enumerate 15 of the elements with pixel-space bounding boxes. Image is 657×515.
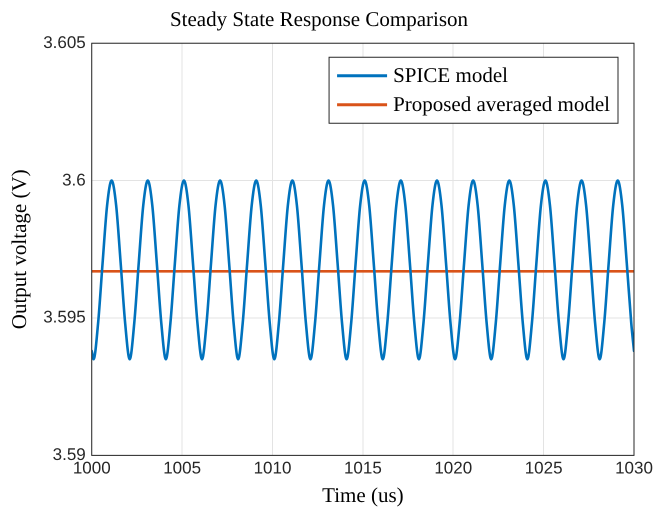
y-axis-title: Output voltage (V) bbox=[7, 169, 32, 330]
line-series bbox=[92, 179, 634, 361]
x-tick-label: 1030 bbox=[615, 458, 653, 478]
x-tick-label: 1005 bbox=[163, 458, 202, 478]
x-tick-label: 1025 bbox=[524, 458, 563, 478]
x-tick-label: 1010 bbox=[254, 458, 292, 478]
y-tick-label: 3.6 bbox=[62, 170, 86, 190]
x-axis-title: Time (us) bbox=[322, 482, 404, 507]
legend-label: SPICE model bbox=[393, 63, 508, 88]
chart-title: Steady State Response Comparison bbox=[170, 7, 469, 32]
x-tick-label: 1015 bbox=[344, 458, 382, 478]
y-tick-label: 3.605 bbox=[43, 32, 86, 52]
y-tick-label: 3.595 bbox=[43, 308, 86, 327]
x-tick-label: 1020 bbox=[434, 458, 472, 478]
legend-label: Proposed averaged model bbox=[393, 92, 610, 116]
